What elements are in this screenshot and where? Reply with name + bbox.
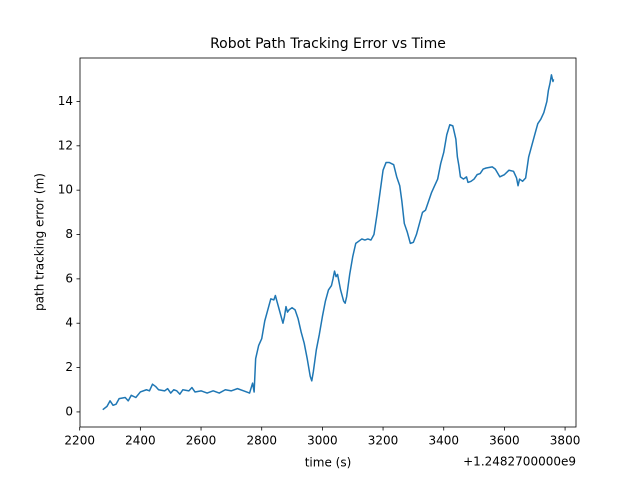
y-tick-label: 2 — [65, 360, 73, 374]
axes-frame — [79, 57, 577, 428]
y-tick-label: 10 — [58, 183, 73, 197]
y-tick-label: 14 — [58, 94, 73, 108]
y-tick-label: 4 — [65, 316, 73, 330]
x-tick-label: 2400 — [125, 434, 156, 448]
x-offset-label: +1.2482700000e9 — [463, 455, 576, 469]
x-tick-label: 3200 — [368, 434, 399, 448]
x-tick-label: 2800 — [246, 434, 277, 448]
x-tick-label: 3400 — [428, 434, 459, 448]
chart-title: Robot Path Tracking Error vs Time — [210, 36, 446, 52]
y-tick-label: 6 — [65, 271, 73, 285]
y-tick-label: 0 — [65, 404, 73, 418]
data-line — [102, 74, 555, 411]
y-tick-label: 12 — [58, 138, 73, 152]
y-tick-label: 8 — [65, 227, 73, 241]
x-axis-label: time (s) — [305, 456, 352, 470]
x-tick-label: 2200 — [64, 434, 95, 448]
x-tick-label: 2600 — [186, 434, 217, 448]
y-axis-label: path tracking error (m) — [33, 173, 47, 311]
x-tick-label: 3600 — [489, 434, 520, 448]
x-tick-label: 3000 — [307, 434, 338, 448]
x-tick-label: 3800 — [550, 434, 581, 448]
